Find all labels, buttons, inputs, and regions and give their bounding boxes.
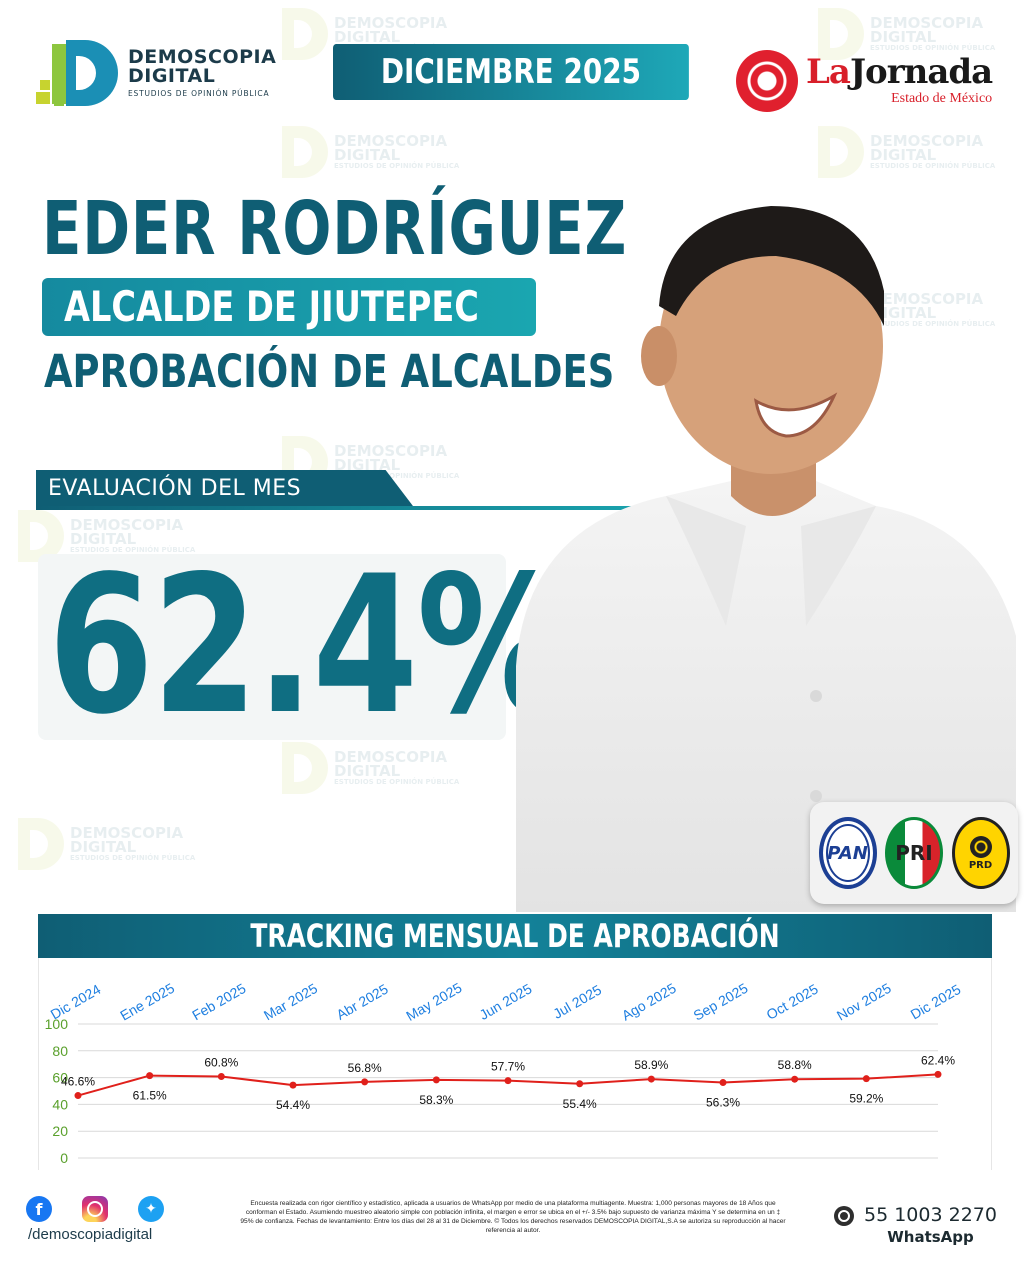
demoscopia-logo: DEMOSCOPIA DIGITAL ESTUDIOS DE OPINIÓN P… [36,40,276,106]
x-tick-label: Ene 2025 [117,980,177,1024]
brand-name-2: DIGITAL [128,65,216,87]
la-jornada-logo: LaJornada Estado de México [736,50,993,112]
evaluation-label-banner: EVALUACIÓN DEL MES [36,470,416,510]
data-point [504,1077,512,1085]
data-point [289,1081,297,1089]
whatsapp-number[interactable]: 55 1003 2270 [864,1204,997,1226]
subject-name: EDER RODRÍGUEZ [42,186,628,272]
facebook-icon[interactable]: f [26,1196,52,1222]
data-label: 54.4% [276,1098,310,1112]
date-badge: DICIEMBRE 2025 [333,44,689,100]
tracking-title: TRACKING MENSUAL DE APROBACIÓN [250,917,780,955]
data-point [791,1075,799,1083]
prd-logo-icon: PRD [951,817,1010,889]
partner-name-b: Jornada [849,52,993,92]
subject-role: ALCALDE DE JIUTEPEC [64,282,479,331]
data-label: 55.4% [563,1097,597,1111]
data-label: 57.7% [491,1060,525,1074]
x-tick-label: Abr 2025 [334,980,391,1022]
data-point [432,1076,440,1084]
partner-name: LaJornada [806,52,993,92]
data-label: 58.3% [419,1093,453,1107]
data-point [719,1079,727,1087]
tracking-header: TRACKING MENSUAL DE APROBACIÓN [38,914,992,958]
data-label: 58.8% [778,1058,812,1072]
data-point [934,1070,942,1078]
x-tick-label: Jun 2025 [477,980,535,1023]
demoscopia-d-icon [36,40,118,106]
data-point [576,1080,584,1088]
brand-tagline: ESTUDIOS DE OPINIÓN PÚBLICA [128,89,270,98]
pan-logo-icon: PAN [818,817,877,889]
whatsapp-icon [834,1206,854,1226]
social-handle[interactable]: /demoscopiadigital [28,1226,153,1243]
x-tick-label: Nov 2025 [834,980,894,1024]
subject-role-banner: ALCALDE DE JIUTEPEC [42,278,536,336]
social-icons: f ✦ [26,1196,164,1222]
x-tick-label: Sep 2025 [691,980,751,1024]
data-label: 62.4% [921,1053,955,1067]
data-point [862,1075,870,1083]
data-label: 58.9% [634,1058,668,1072]
data-point [647,1075,655,1083]
evaluation-value-box: 62.4% [38,536,569,756]
partner-name-a: La [806,52,851,92]
x-tick-label: May 2025 [403,979,464,1024]
data-point [74,1092,82,1100]
x-tick-label: Feb 2025 [189,980,248,1024]
whatsapp-contact[interactable]: 55 1003 2270 WhatsApp [834,1204,997,1246]
x-tick-label: Jul 2025 [550,981,604,1021]
evaluation-divider [36,506,676,510]
y-tick-label: 0 [60,1150,68,1166]
methodology-disclaimer: Encuesta realizada con rigor científico … [240,1200,786,1234]
y-tick-label: 100 [45,1016,69,1032]
x-tick-label: Mar 2025 [261,980,320,1024]
chart-frame [38,958,992,1170]
x-tick-label: Ago 2025 [619,980,679,1024]
instagram-icon[interactable] [82,1196,108,1222]
y-tick-label: 60 [52,1070,68,1086]
y-tick-label: 20 [52,1123,68,1139]
brand-name: DEMOSCOPIA [128,46,277,68]
partner-subtitle: Estado de México [891,91,993,106]
x-tick-label: Dic 2024 [48,981,104,1023]
survey-subtitle: APROBACIÓN DE ALCALDES [44,345,615,398]
data-point [217,1073,225,1081]
sun-icon [736,50,798,112]
twitter-icon[interactable]: ✦ [138,1196,164,1222]
y-tick-label: 40 [52,1096,68,1112]
data-label: 59.2% [849,1092,883,1106]
pri-logo-icon: PRI [885,817,943,889]
evaluation-value: 62.4% [48,535,569,756]
data-label: 56.3% [706,1096,740,1110]
data-label: 56.8% [348,1061,382,1075]
data-point [146,1072,154,1080]
data-point [361,1078,369,1086]
x-tick-label: Oct 2025 [764,980,821,1022]
party-logos: PAN PRI PRD [810,802,1018,904]
data-label: 61.5% [133,1089,167,1103]
x-tick-label: Dic 2025 [908,981,964,1023]
y-tick-label: 80 [52,1043,68,1059]
evaluation-label: EVALUACIÓN DEL MES [48,476,302,501]
data-label: 60.8% [204,1056,238,1070]
whatsapp-label: WhatsApp [887,1228,974,1246]
prd-label: PRD [968,859,993,871]
data-label: 46.6% [61,1075,95,1089]
